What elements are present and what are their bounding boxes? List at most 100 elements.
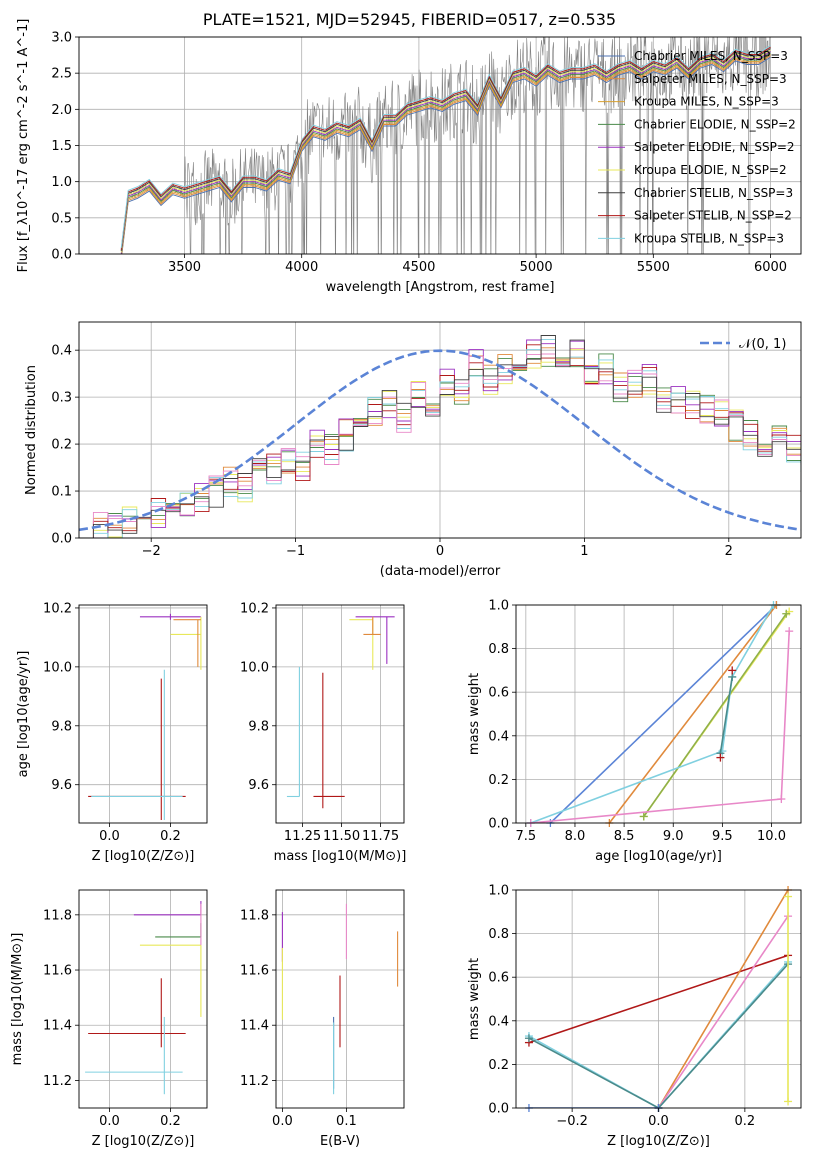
legend-entry: Kroupa MILES, N_SSP=3: [634, 95, 779, 109]
x-tick-label: 0.2: [735, 1114, 756, 1129]
y-tick-label: 11.8: [240, 908, 269, 923]
x-tick-label: 0.2: [160, 829, 181, 844]
y-tick-label: 1.0: [51, 175, 72, 190]
x-tick-label: 0.1: [336, 1114, 357, 1129]
residual-histogram: [79, 335, 801, 538]
y-axis-label: Normed distribution: [24, 365, 39, 495]
y-tick-label: 0.5: [51, 211, 72, 226]
x-tick-label: 11.50: [323, 829, 360, 844]
y-tick-label: 1.0: [488, 599, 509, 614]
y-tick-label: 9.8: [248, 719, 269, 734]
y-tick-label: 0.3: [51, 391, 72, 406]
x-axis-label: Z [log10(Z/Z⊙)]: [607, 1134, 710, 1149]
x-tick-label: 5500: [637, 260, 670, 275]
plot-frame: [78, 604, 208, 824]
y-tick-label: 11.8: [43, 908, 72, 923]
x-tick-label: 11.75: [362, 829, 399, 844]
x-tick-label: 9.5: [712, 829, 733, 844]
normal-curve: [79, 349, 801, 532]
x-tick-label: 6000: [754, 260, 787, 275]
y-axis-label: Flux [f_λ10^-17 erg cm^-2 s^-1 A^-1]: [16, 19, 31, 273]
spectrum-chart: 3500 4000 4500 5000 5500 6000 0.0 0.5 1.0 1.5 2.0 2…: [16, 19, 802, 295]
legend-entry: Salpeter MILES, N_SSP=3: [634, 72, 787, 86]
model-spectrum-line: [120, 46, 771, 250]
y-axis-label: mass [log10(M/M⊙)]: [10, 933, 25, 1066]
x-axis-label: E(B-V): [320, 1134, 360, 1149]
y-tick-label: 0.1: [51, 485, 72, 500]
y-tick-label: 1.0: [488, 884, 509, 899]
y-tick-label: 3.0: [51, 31, 72, 46]
age-vs-mass-chart: 11.25 11.50 11.75 9.6 9.8 10.0 10.2 mass [log10…: [240, 601, 406, 864]
legend-entry: 𝒩(0, 1): [739, 337, 786, 352]
legend-entry: Salpeter STELIB, N_SSP=2: [634, 209, 792, 223]
residual-histogram: [79, 344, 801, 538]
x-tick-label: 8.0: [565, 829, 586, 844]
x-axis-label: mass [log10(M/M⊙)]: [274, 849, 407, 864]
x-axis-label: age [log10(age/yr)]: [595, 849, 722, 864]
y-tick-label: 11.4: [43, 1019, 72, 1034]
model-spectrum-line: [121, 54, 771, 254]
x-axis-label: Z [log10(Z/Z⊙)]: [92, 849, 195, 864]
mass-weight-line: [719, 676, 733, 754]
residual-histogram: [79, 339, 801, 538]
x-tick-label: 0.0: [648, 1114, 669, 1129]
y-tick-label: 0.4: [488, 729, 509, 744]
mass-weight-line: [657, 915, 789, 1108]
y-tick-label: 0.0: [51, 532, 72, 547]
mass-weight-line: [549, 605, 777, 823]
y-tick-label: 11.2: [43, 1074, 72, 1089]
age-vs-z-chart: 0.0 0.2 9.6 9.8 10.0 10.2 Z [log10(Z/Z⊙)] age […: [16, 601, 208, 864]
x-tick-label: 8.5: [614, 829, 635, 844]
plot-frame: [78, 889, 208, 1109]
x-tick-label: 10.0: [757, 829, 786, 844]
mass-weight-line: [657, 890, 789, 1108]
x-tick-label: −0.2: [556, 1114, 588, 1129]
y-tick-label: 0.6: [488, 971, 509, 986]
mass-weight-line: [528, 961, 789, 1108]
model-spectrum-line: [120, 51, 771, 254]
y-tick-label: 10.0: [240, 660, 269, 675]
x-tick-label: 0.0: [99, 829, 120, 844]
mass-vs-ebv-chart: 0.0 0.1 11.2 11.4 11.6 11.8 E(B-V): [240, 889, 405, 1149]
y-tick-label: 0.0: [51, 248, 72, 263]
x-axis-label: wavelength [Angstrom, rest frame]: [326, 280, 555, 295]
y-tick-label: 11.6: [240, 964, 269, 979]
legend-entry: Chabrier ELODIE, N_SSP=2: [634, 117, 796, 131]
residual-histogram: [79, 348, 801, 538]
y-tick-label: 0.0: [488, 817, 509, 832]
x-tick-label: −1: [286, 544, 305, 559]
y-tick-label: 9.8: [51, 719, 72, 734]
mass-weight-line: [530, 605, 775, 823]
x-tick-label: 2: [725, 544, 733, 559]
plot-frame: [515, 604, 802, 824]
x-tick-label: 0.0: [99, 1114, 120, 1129]
y-tick-label: 11.4: [240, 1019, 269, 1034]
legend-entry: Salpeter ELODIE, N_SSP=2: [634, 140, 795, 154]
x-tick-label: 3500: [168, 260, 201, 275]
mass-weight-line: [528, 963, 789, 1108]
y-axis-label: mass weight: [467, 958, 482, 1040]
mass-weight-vs-age-chart: 7.5 8.0 8.5 9.0 9.5 10.0 0.0 0.2 0.4 0.6 0.8 1.0 age…: [467, 599, 802, 864]
y-tick-label: 0.4: [488, 1014, 509, 1029]
x-tick-label: 0.0: [272, 1114, 293, 1129]
legend-entry: Chabrier STELIB, N_SSP=3: [634, 186, 793, 200]
y-tick-label: 0.8: [488, 642, 509, 657]
y-tick-label: 0.0: [488, 1102, 509, 1117]
y-tick-label: 2.0: [51, 103, 72, 118]
y-tick-label: 9.6: [248, 778, 269, 793]
mass-weight-line: [608, 605, 778, 823]
residual-histogram: [79, 339, 801, 538]
x-tick-label: 9.0: [663, 829, 684, 844]
x-axis-label: (data-model)/error: [380, 564, 501, 579]
y-axis-label: age [log10(age/yr)]: [16, 651, 31, 778]
model-spectrum-line: [120, 49, 771, 253]
figure-title: PLATE=1521, MJD=52945, FIBERID=0517, z=0…: [202, 10, 617, 29]
y-tick-label: 9.6: [51, 778, 72, 793]
y-tick-label: 10.0: [43, 660, 72, 675]
model-spectrum-line: [121, 56, 771, 254]
legend-entry: Kroupa STELIB, N_SSP=3: [634, 231, 784, 245]
y-tick-label: 0.8: [488, 927, 509, 942]
x-tick-label: 4500: [402, 260, 435, 275]
y-tick-label: 11.6: [43, 964, 72, 979]
